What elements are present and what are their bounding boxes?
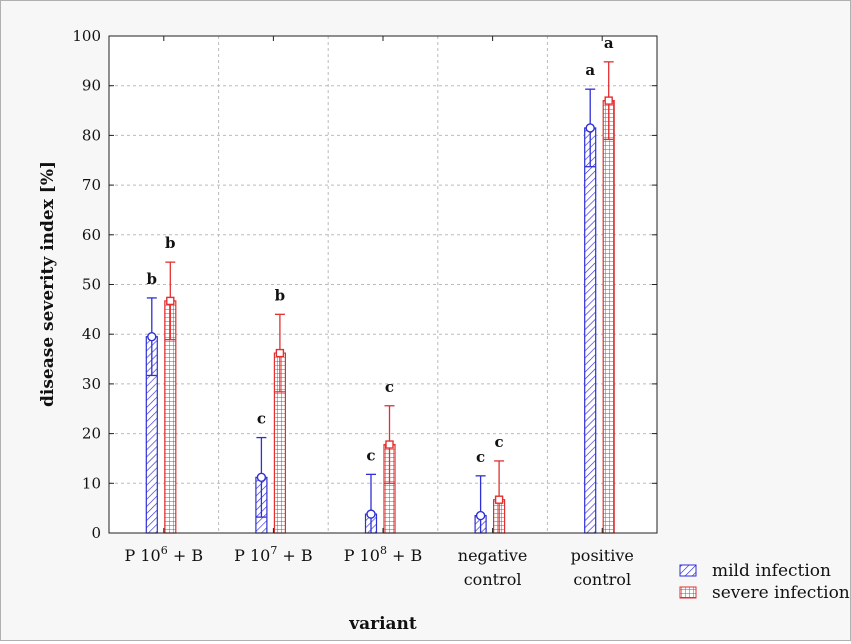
significance-letter: c — [495, 433, 504, 451]
y-tick-label: 40 — [82, 325, 101, 343]
mean-marker — [166, 296, 175, 306]
x-tick-label: control — [573, 570, 631, 589]
legend-swatch-mild — [679, 564, 697, 577]
mean-marker — [604, 96, 613, 105]
x-tick-label-part: P 10 — [344, 546, 380, 565]
x-tick-label-part: 7 — [270, 544, 277, 557]
significance-letter: b — [275, 286, 286, 304]
mean-marker — [585, 123, 595, 133]
x-tick-label-part: + B — [168, 546, 203, 565]
x-tick-label: P 106 + B — [125, 544, 204, 565]
y-tick-label: 70 — [82, 176, 101, 194]
bar-severe — [602, 100, 615, 534]
significance-letter: b — [165, 234, 176, 252]
significance-letter: c — [385, 378, 394, 396]
significance-letter: b — [147, 270, 158, 288]
mean-marker — [494, 495, 504, 504]
x-tick-label: P 108 + B — [344, 544, 423, 565]
y-tick-label: 100 — [72, 27, 101, 45]
grid — [109, 36, 657, 533]
x-tick-label-part: + B — [277, 546, 312, 565]
y-tick-label: 20 — [82, 425, 101, 443]
significance-letter: c — [257, 410, 266, 428]
y-axis-title: disease severity index [%] — [38, 161, 58, 407]
y-tick-label: 80 — [82, 126, 101, 144]
y-tick-label: 90 — [82, 77, 101, 95]
x-tick-label-part: 6 — [161, 544, 168, 557]
x-tick-label-part: P 10 — [125, 546, 161, 565]
significance-letter: c — [366, 446, 375, 464]
x-axis-title: variant — [348, 614, 417, 634]
y-tick-label: 10 — [82, 474, 101, 492]
legend-swatch-severe — [679, 586, 697, 599]
x-tick-label: P 107 + B — [234, 544, 313, 565]
significance-letter: c — [476, 448, 485, 466]
y-tick-label: 30 — [82, 375, 101, 393]
y-tick-label: 0 — [91, 524, 101, 542]
legend-label: mild infection — [712, 561, 831, 581]
mean-marker — [275, 348, 285, 358]
y-tick-label: 50 — [82, 276, 101, 294]
x-tick-label-part: P 10 — [234, 546, 270, 565]
x-tick-label-part: 8 — [380, 544, 387, 557]
mean-marker — [366, 509, 376, 519]
significance-letter: a — [585, 61, 595, 79]
x-tick-label: negative — [458, 546, 528, 565]
legend-label: severe infection — [712, 583, 850, 603]
x-tick-label-part: + B — [387, 546, 422, 565]
significance-letter: a — [604, 34, 614, 52]
y-tick-label: 60 — [82, 226, 101, 244]
x-tick-label: positive — [571, 546, 634, 565]
mean-marker — [475, 510, 486, 521]
mean-marker — [256, 472, 267, 483]
plot-background — [109, 36, 657, 533]
mean-marker — [147, 331, 157, 342]
mean-marker — [385, 440, 394, 449]
x-tick-label: control — [464, 570, 522, 589]
bar-mild — [584, 127, 597, 534]
